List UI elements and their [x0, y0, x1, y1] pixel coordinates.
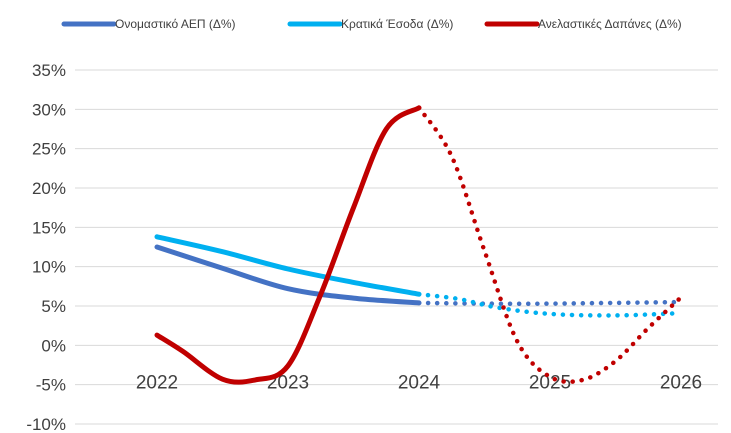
y-tick-label: 30% [32, 100, 66, 119]
y-tick-label: 0% [41, 336, 66, 355]
series-lines [154, 105, 684, 385]
series-actual-line [154, 234, 422, 297]
y-tick-label: -5% [36, 376, 66, 395]
y-tick-label: 10% [32, 258, 66, 277]
y-tick-label: 25% [32, 140, 66, 159]
x-tick-label: 2024 [398, 372, 441, 393]
y-axis-ticks: 35% 30% 25% 20% 15% 10% 5% 0% -5% -10% [26, 61, 66, 433]
x-tick-label: 2026 [660, 372, 702, 393]
series-3 [154, 105, 684, 385]
legend-label: Ονομαστικό ΑΕΠ (Δ%) [115, 17, 236, 31]
series-1 [154, 244, 684, 306]
x-axis-ticks: 2022 2023 2024 2025 2026 [136, 372, 702, 393]
legend-label: Κρατικά Έσοδα (Δ%) [341, 17, 453, 31]
x-tick-label: 2025 [529, 372, 571, 393]
y-tick-label: 5% [41, 297, 66, 316]
legend-label: Ανελαστικές Δαπάνες (Δ%) [538, 17, 682, 31]
series-projection-line [416, 291, 684, 318]
series-projection-line [416, 299, 684, 306]
series-actual-line [154, 244, 422, 306]
series-2 [154, 234, 684, 318]
series-actual-line [154, 105, 422, 385]
y-tick-label: 35% [32, 61, 66, 80]
gridlines [75, 69, 718, 425]
legend: Ονομαστικό ΑΕΠ (Δ%) Κρατικά Έσοδα (Δ%) Ανε… [61, 17, 682, 31]
y-tick-label: -10% [26, 415, 66, 433]
y-tick-label: 20% [32, 179, 66, 198]
x-tick-label: 2022 [136, 372, 178, 393]
y-tick-label: 15% [32, 218, 66, 237]
